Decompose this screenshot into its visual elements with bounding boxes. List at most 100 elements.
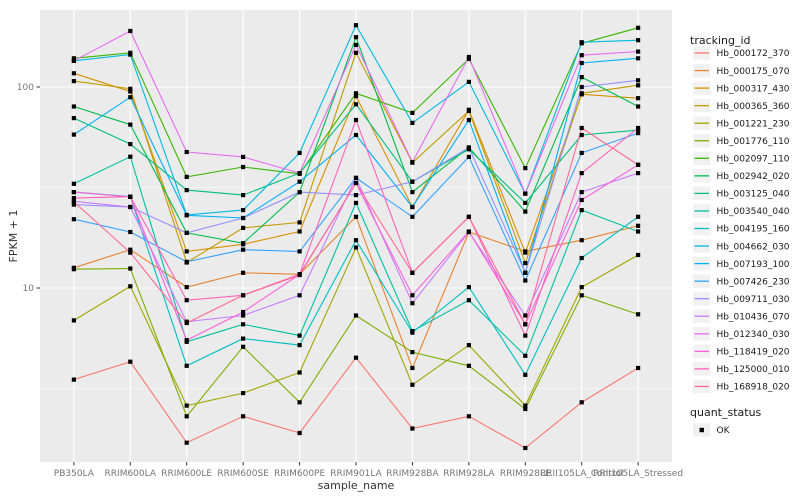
data-point-Hb_010436_070 bbox=[128, 204, 133, 210]
data-point-Hb_000175_070 bbox=[353, 214, 359, 219]
data-point-Hb_012340_030 bbox=[184, 149, 189, 155]
data-point-Hb_000365_360 bbox=[636, 83, 641, 88]
data-point-Hb_004662_030 bbox=[241, 208, 246, 213]
x-tick-label: RRIM600SE bbox=[217, 469, 269, 479]
data-point-Hb_012340_030 bbox=[579, 53, 584, 58]
data-point-Hb_007193_100 bbox=[184, 213, 189, 218]
data-point-Hb_004195_160 bbox=[466, 285, 471, 290]
data-point-Hb_118419_020 bbox=[410, 293, 415, 298]
data-point-Hb_168918_020 bbox=[184, 320, 189, 326]
data-point-Hb_010436_070 bbox=[353, 175, 359, 180]
data-point-Hb_002097_110 bbox=[353, 91, 359, 96]
legend-key-point-ok bbox=[699, 427, 704, 433]
data-point-Hb_001221_230 bbox=[241, 391, 246, 396]
data-point-Hb_001776_110 bbox=[523, 406, 528, 412]
data-point-Hb_000172_370 bbox=[523, 445, 528, 451]
legend-label-Hb_000317_430: Hb_000317_430 bbox=[717, 84, 790, 94]
data-point-Hb_001221_230 bbox=[71, 318, 76, 323]
data-point-Hb_002942_020 bbox=[241, 241, 246, 246]
data-point-Hb_118419_020 bbox=[184, 338, 189, 343]
data-point-Hb_000317_430 bbox=[636, 96, 641, 101]
legend-label-Hb_000172_370: Hb_000172_370 bbox=[717, 49, 790, 59]
data-point-Hb_000317_430 bbox=[523, 250, 528, 255]
data-point-Hb_003540_040 bbox=[297, 333, 302, 338]
data-point-Hb_168918_020 bbox=[71, 199, 76, 204]
data-point-Hb_168918_020 bbox=[410, 270, 415, 275]
legend-tracking-id: Hb_000172_370 Hb_000175_070 Hb_000317_430 H… bbox=[693, 46, 790, 394]
data-point-Hb_007426_230 bbox=[523, 278, 528, 283]
data-point-Hb_003540_040 bbox=[71, 181, 76, 186]
data-point-Hb_007426_230 bbox=[71, 217, 76, 222]
data-point-Hb_168918_020 bbox=[241, 293, 246, 298]
data-point-Hb_168918_020 bbox=[466, 214, 471, 219]
legend-label-Hb_000175_070: Hb_000175_070 bbox=[717, 67, 790, 77]
data-point-Hb_000365_360 bbox=[297, 220, 302, 225]
data-point-Hb_002942_020 bbox=[523, 209, 528, 214]
data-point-Hb_001221_230 bbox=[466, 343, 471, 348]
x-tick-label: RRIM928LA bbox=[443, 469, 495, 479]
legend-label-Hb_000365_360: Hb_000365_360 bbox=[717, 102, 790, 112]
data-point-Hb_010436_070 bbox=[410, 301, 415, 306]
data-point-Hb_000365_360 bbox=[128, 86, 133, 91]
data-point-Hb_003540_040 bbox=[579, 208, 584, 213]
x-tick-label: RRII105LA_Stressed bbox=[593, 469, 683, 479]
data-point-Hb_000365_360 bbox=[523, 261, 528, 266]
data-point-Hb_000175_070 bbox=[579, 238, 584, 243]
data-point-Hb_001221_230 bbox=[579, 285, 584, 290]
data-point-Hb_000317_430 bbox=[353, 94, 359, 99]
data-point-Hb_007426_230 bbox=[297, 249, 302, 254]
data-point-Hb_002097_110 bbox=[241, 164, 246, 170]
data-point-Hb_000317_430 bbox=[71, 71, 76, 76]
data-point-Hb_009711_030 bbox=[297, 190, 302, 195]
x-axis: PB350LA RRIM600LA RRIM600LE RRIM600SE RRIM60… bbox=[54, 462, 683, 479]
data-point-Hb_000172_370 bbox=[241, 414, 246, 419]
data-point-Hb_002942_020 bbox=[410, 190, 415, 195]
legend-label-Hb_009711_030: Hb_009711_030 bbox=[717, 295, 790, 305]
data-point-Hb_000172_370 bbox=[466, 414, 471, 419]
data-point-Hb_002097_110 bbox=[523, 166, 528, 171]
data-point-Hb_001221_230 bbox=[353, 245, 359, 250]
y-axis-title: FPKM + 1 bbox=[7, 210, 20, 263]
data-point-Hb_000175_070 bbox=[636, 223, 641, 228]
data-point-Hb_007193_100 bbox=[71, 132, 76, 137]
data-point-Hb_004662_030 bbox=[466, 79, 471, 84]
data-point-Hb_004195_160 bbox=[297, 343, 302, 348]
data-point-Hb_125000_010 bbox=[71, 196, 76, 201]
x-tick-label: RRIM928BA bbox=[386, 469, 439, 479]
data-point-Hb_001776_110 bbox=[297, 400, 302, 405]
data-point-Hb_007193_100 bbox=[466, 117, 471, 123]
data-point-Hb_007193_100 bbox=[636, 56, 641, 61]
data-point-Hb_000172_370 bbox=[579, 400, 584, 405]
data-point-Hb_000365_360 bbox=[579, 91, 584, 96]
legend-label-Hb_002942_020: Hb_002942_020 bbox=[717, 172, 790, 182]
data-point-Hb_001776_110 bbox=[410, 350, 415, 355]
data-point-Hb_002942_020 bbox=[636, 104, 641, 109]
data-point-Hb_003540_040 bbox=[241, 322, 246, 327]
legend-label-Hb_118419_020: Hb_118419_020 bbox=[717, 348, 790, 358]
data-point-Hb_001776_110 bbox=[241, 344, 246, 349]
data-point-Hb_009711_030 bbox=[579, 84, 584, 90]
data-point-Hb_003125_040 bbox=[523, 200, 528, 205]
data-point-Hb_009711_030 bbox=[184, 230, 189, 235]
data-point-Hb_003125_040 bbox=[353, 102, 359, 107]
legend-label-Hb_003540_040: Hb_003540_040 bbox=[717, 207, 790, 217]
data-point-Hb_002097_110 bbox=[71, 56, 76, 61]
x-tick-label: RRIM901LA bbox=[330, 469, 382, 479]
data-point-Hb_007193_100 bbox=[297, 179, 302, 184]
data-point-Hb_001776_110 bbox=[71, 267, 76, 272]
data-point-Hb_001221_230 bbox=[184, 403, 189, 408]
data-point-Hb_001221_230 bbox=[523, 403, 528, 408]
data-point-Hb_003125_040 bbox=[71, 116, 76, 121]
data-point-Hb_000172_370 bbox=[410, 426, 415, 431]
data-point-Hb_000175_070 bbox=[128, 247, 133, 252]
data-point-Hb_001776_110 bbox=[128, 266, 133, 271]
data-point-Hb_004662_030 bbox=[579, 40, 584, 45]
data-point-Hb_003540_040 bbox=[636, 229, 641, 234]
legend-label-Hb_168918_020: Hb_168918_020 bbox=[717, 383, 790, 393]
x-tick-label: RRIM600PE bbox=[274, 469, 326, 479]
data-point-Hb_007193_100 bbox=[353, 132, 359, 138]
data-point-Hb_004662_030 bbox=[297, 150, 302, 155]
data-point-Hb_118419_020 bbox=[466, 229, 471, 234]
data-point-Hb_118419_020 bbox=[71, 190, 76, 195]
legend-label-Hb_007193_100: Hb_007193_100 bbox=[717, 260, 790, 270]
